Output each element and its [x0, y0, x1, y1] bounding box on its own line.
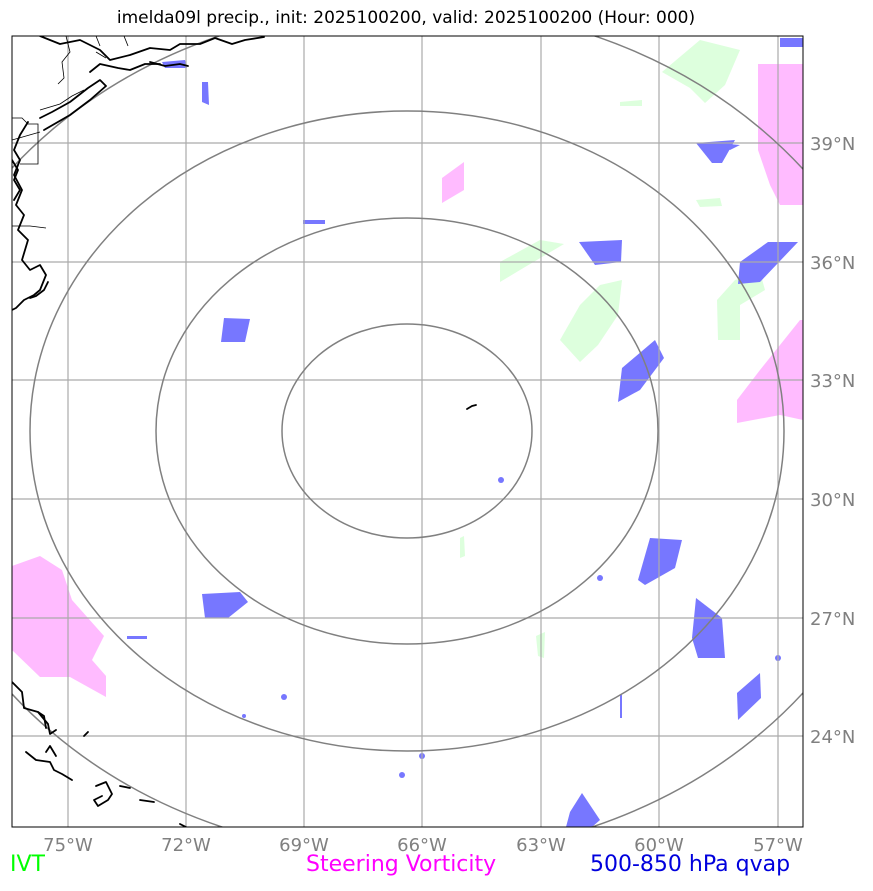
state-border	[57, 36, 71, 85]
qvap-area	[692, 598, 725, 658]
bermuda	[466, 404, 477, 410]
qvap-area	[618, 340, 664, 402]
vorticity-area	[758, 64, 803, 205]
lon-tick-label: 57°W	[753, 835, 803, 856]
lon-tick-label: 75°W	[43, 835, 93, 856]
lon-tick-label: 72°W	[161, 835, 211, 856]
range-ring-1	[281, 323, 533, 539]
qvap-area	[127, 636, 147, 639]
legend-steering-vorticity: Steering Vorticity	[306, 852, 497, 877]
lat-tick-label: 27°N	[810, 609, 855, 630]
bahamas-2	[25, 751, 73, 781]
lat-tick-label: 36°N	[810, 253, 855, 274]
graticule	[12, 36, 803, 827]
qvap-layer	[127, 38, 803, 827]
lon-tick-label: 60°W	[634, 835, 684, 856]
ivt-area	[460, 536, 465, 558]
ivt-layer	[460, 40, 765, 658]
lat-axis: 39°N 36°N 33°N 30°N 27°N 24°N	[810, 134, 855, 748]
mid-atlantic-coast	[39, 79, 107, 131]
lon-axis: 75°W 72°W 69°W 66°W 63°W 60°W 57°W	[43, 835, 803, 856]
qvap-dot	[399, 772, 405, 778]
lat-tick-label: 33°N	[810, 371, 855, 392]
map-content	[12, 36, 803, 827]
chesapeake	[12, 159, 21, 201]
lon-tick-label: 66°W	[397, 835, 447, 856]
ivt-area	[696, 198, 722, 207]
bahamas-3	[45, 745, 57, 757]
bahamas-7	[119, 785, 131, 789]
ivt-area	[620, 100, 642, 106]
qvap-dot	[242, 714, 246, 718]
lon-tick-label: 69°W	[279, 835, 329, 856]
qvap-area	[780, 38, 803, 47]
vorticity-area	[12, 556, 106, 697]
legend-ivt: IVT	[10, 852, 45, 877]
ivt-area	[717, 272, 765, 340]
qvap-area	[738, 242, 798, 284]
lon-tick-label: 63°W	[516, 835, 566, 856]
ivt-area	[560, 280, 622, 362]
lat-tick-label: 24°N	[810, 727, 855, 748]
qvap-area	[737, 673, 761, 720]
qvap-area	[620, 695, 622, 718]
bahamas-8	[139, 799, 155, 803]
vorticity-area	[737, 320, 803, 423]
qvap-area	[303, 220, 325, 224]
range-ring-4	[12, 36, 803, 827]
qvap-area	[718, 143, 740, 150]
lat-tick-label: 39°N	[810, 134, 855, 155]
ivt-area	[500, 240, 564, 282]
lat-tick-label: 30°N	[810, 490, 855, 511]
state-border	[12, 117, 39, 165]
state-border	[123, 36, 129, 47]
qvap-area	[202, 82, 209, 105]
vorticity-layer	[12, 64, 803, 697]
qvap-dot	[498, 477, 504, 483]
delmarva-coast	[12, 121, 47, 311]
bahamas-5	[83, 731, 89, 737]
ivt-area	[662, 40, 740, 103]
plot-frame	[11, 35, 804, 828]
state-border	[95, 51, 107, 59]
outer-banks	[29, 281, 49, 299]
bahamas-6	[93, 781, 113, 807]
bahamas-4	[37, 711, 47, 729]
qvap-area	[638, 538, 682, 585]
qvap-area	[221, 318, 250, 342]
range-ring-2	[155, 217, 659, 645]
qvap-area	[579, 240, 622, 265]
range-ring-3	[29, 110, 785, 752]
plot-title: imelda09l precip., init: 2025100200, val…	[116, 8, 696, 28]
vorticity-area	[442, 162, 464, 203]
qvap-dot	[281, 694, 287, 700]
cape-cod	[89, 63, 161, 73]
state-border	[95, 36, 101, 47]
qvap-area	[566, 793, 600, 827]
state-borders	[12, 36, 129, 229]
bahamas-1	[12, 681, 57, 735]
new-england-coast	[39, 36, 265, 61]
range-rings	[12, 36, 803, 827]
qvap-area	[202, 592, 248, 618]
coastlines	[12, 36, 477, 827]
qvap-dot	[597, 575, 603, 581]
state-border	[12, 225, 47, 229]
legend-qvap: 500-850 hPa qvap	[590, 852, 791, 877]
state-border	[39, 89, 85, 111]
state-border	[12, 131, 41, 141]
